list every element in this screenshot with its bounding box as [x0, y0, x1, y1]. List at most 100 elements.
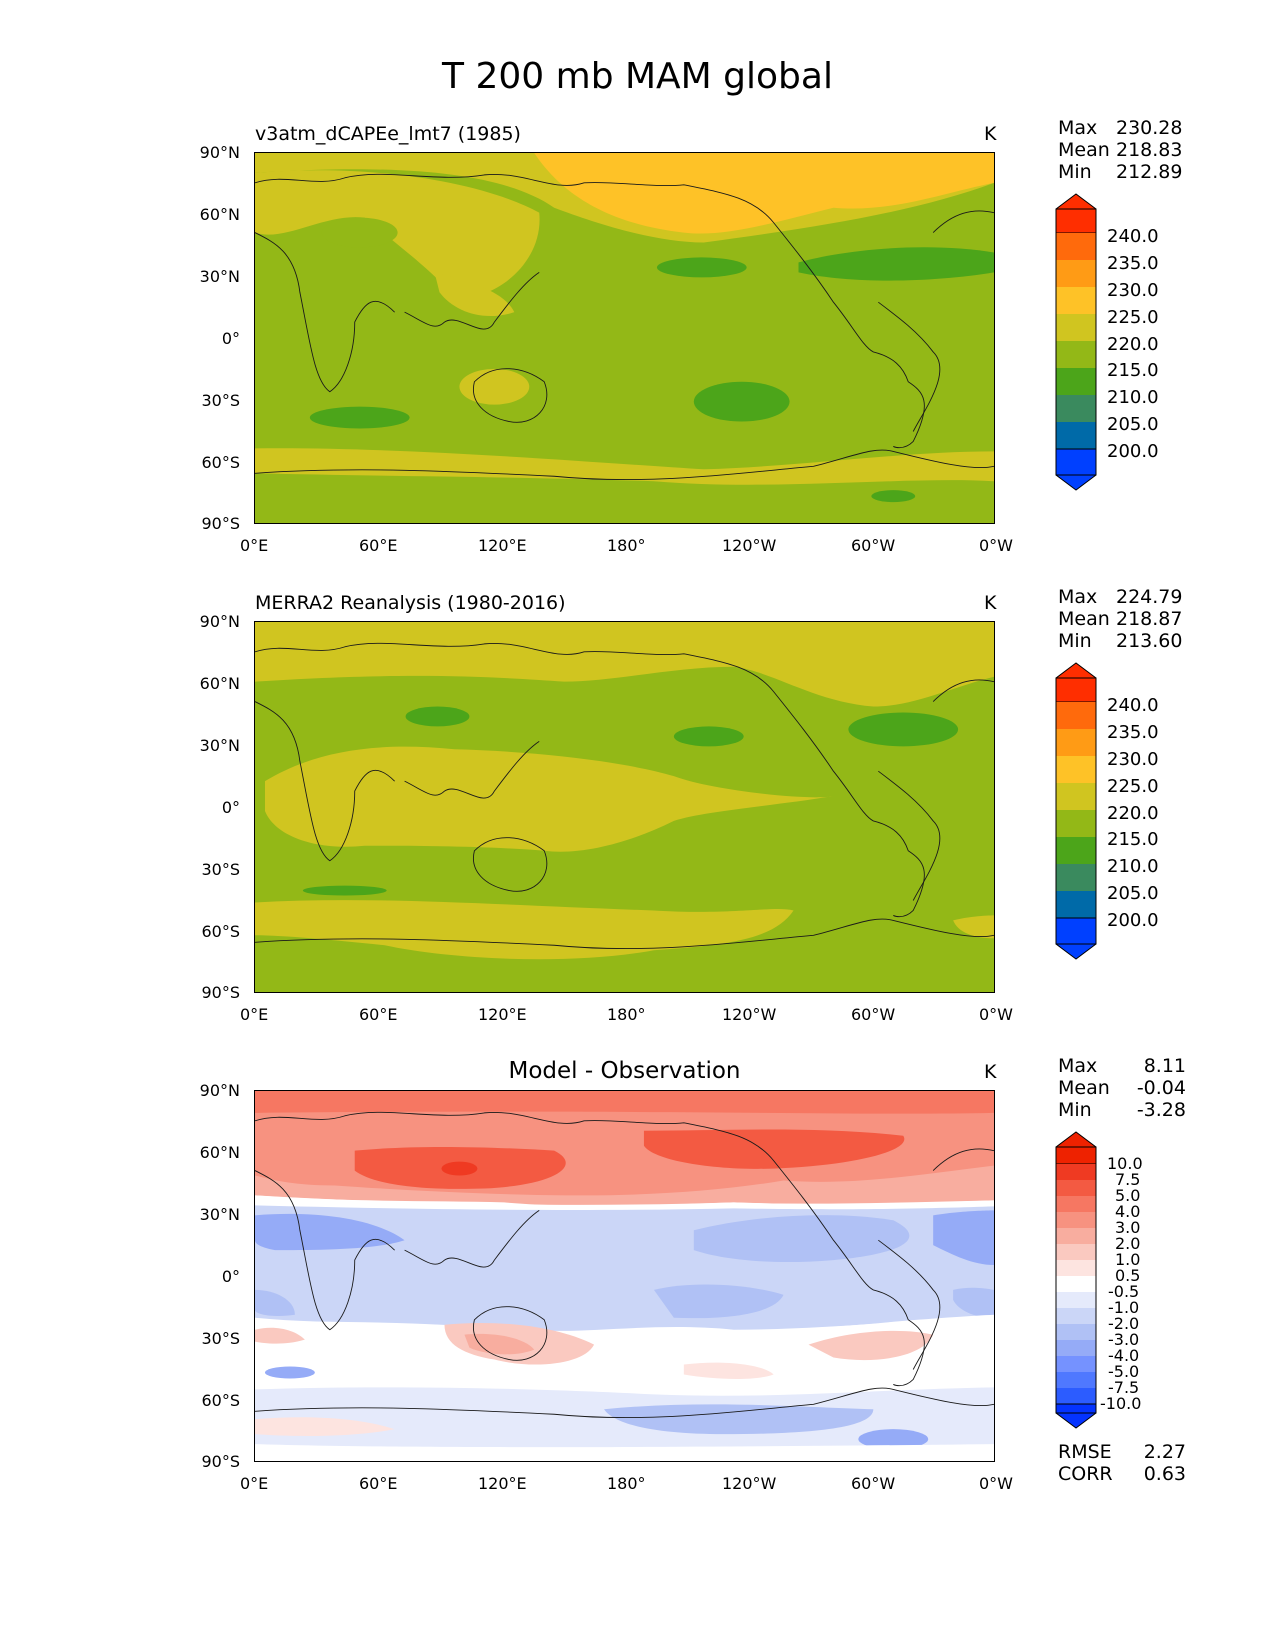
colorbar-label: -10.0 — [1100, 1394, 1142, 1413]
lon-tick-label: 180° — [607, 1474, 646, 1493]
lon-tick-label: 60°E — [359, 1005, 398, 1024]
stat-label: Max — [1058, 117, 1098, 139]
colorbar-label: 210.0 — [1107, 856, 1159, 877]
colorbar-label: 240.0 — [1107, 226, 1159, 247]
colorbar-label: 220.0 — [1107, 803, 1159, 824]
colorbar — [1055, 662, 1097, 960]
lat-tick-label: 0° — [221, 798, 240, 817]
colorbar-label: -1.0 — [1108, 1298, 1140, 1317]
metric-value: 0.63 — [1143, 1463, 1186, 1485]
colorbar — [1055, 1131, 1097, 1429]
colorbar-label: 225.0 — [1107, 307, 1159, 328]
lon-tick-label: 0°E — [240, 1474, 269, 1493]
difference-field — [255, 1091, 994, 1461]
lat-tick-label: 60°N — [199, 205, 240, 224]
colorbar-label: -3.0 — [1108, 1330, 1140, 1349]
colorbar-label: 235.0 — [1107, 722, 1159, 743]
colorbar — [1055, 193, 1097, 491]
lon-tick-label: 60°W — [851, 536, 896, 555]
units-label: K — [984, 592, 997, 614]
stats-box: Max 230.28 Mean 218.83 Min 212.89 — [1058, 117, 1186, 183]
stat-value: 218.83 — [1116, 139, 1183, 161]
colorbar-label: 210.0 — [1107, 387, 1159, 408]
colorbar-label: 200.0 — [1107, 910, 1159, 931]
colorbar-label: -7.5 — [1108, 1378, 1140, 1397]
lon-tick-label: 120°E — [478, 1005, 527, 1024]
lat-tick-label: 30°N — [199, 736, 240, 755]
lon-tick-label: 120°W — [722, 536, 777, 555]
lon-tick-label: 60°E — [359, 536, 398, 555]
stat-value: -3.28 — [1136, 1099, 1186, 1121]
stat-value: -0.04 — [1136, 1077, 1186, 1099]
lat-tick-label: 0° — [221, 1267, 240, 1286]
lon-tick-label: 120°W — [722, 1005, 777, 1024]
stat-value: 218.87 — [1116, 608, 1183, 630]
lat-tick-label: 0° — [221, 329, 240, 348]
lat-tick-label: 90°S — [201, 1452, 240, 1471]
lon-tick-label: 60°W — [851, 1005, 896, 1024]
temperature-field — [255, 153, 994, 523]
colorbar-label: 240.0 — [1107, 695, 1159, 716]
lat-tick-label: 90°N — [199, 1081, 240, 1100]
colorbar-label: -0.5 — [1108, 1282, 1140, 1301]
map-difference — [254, 1090, 995, 1462]
colorbar-label: 2.0 — [1115, 1234, 1141, 1253]
colorbar-label: 225.0 — [1107, 776, 1159, 797]
map-observation — [254, 621, 995, 993]
colorbar-label: -2.0 — [1108, 1314, 1140, 1333]
colorbar-label: 4.0 — [1115, 1202, 1141, 1221]
stat-value: 8.11 — [1143, 1055, 1186, 1077]
colorbar-label: 205.0 — [1107, 414, 1159, 435]
stat-label: Mean — [1058, 1077, 1110, 1099]
stat-label: Min — [1058, 1099, 1092, 1121]
stat-label: Max — [1058, 1055, 1098, 1077]
stat-label: Min — [1058, 630, 1092, 652]
colorbar-label: 230.0 — [1107, 280, 1159, 301]
temperature-field — [255, 622, 994, 992]
colorbar-label: 1.0 — [1115, 1250, 1141, 1269]
lon-tick-label: 0°W — [979, 536, 1013, 555]
lat-tick-label: 30°S — [201, 860, 240, 879]
colorbar-label: 10.0 — [1107, 1154, 1143, 1173]
lon-tick-label: 0°E — [240, 1005, 269, 1024]
lat-tick-label: 90°S — [201, 983, 240, 1002]
lon-tick-label: 120°E — [478, 1474, 527, 1493]
lat-tick-label: 60°N — [199, 1143, 240, 1162]
units-label: K — [984, 123, 997, 145]
stat-label: Mean — [1058, 139, 1110, 161]
lon-tick-label: 60°W — [851, 1474, 896, 1493]
colorbar-label: 220.0 — [1107, 334, 1159, 355]
colorbar-label: 215.0 — [1107, 829, 1159, 850]
stat-value: 230.28 — [1116, 117, 1183, 139]
metric-value: 2.27 — [1143, 1441, 1186, 1463]
metric-label: RMSE — [1058, 1441, 1112, 1463]
lon-tick-label: 0°E — [240, 536, 269, 555]
stat-value: 224.79 — [1116, 586, 1183, 608]
lat-tick-label: 60°N — [199, 674, 240, 693]
colorbar-label: -5.0 — [1108, 1362, 1140, 1381]
lon-tick-label: 120°E — [478, 536, 527, 555]
stat-label: Mean — [1058, 608, 1110, 630]
colorbar-label: 0.5 — [1115, 1266, 1141, 1285]
colorbar-label: 3.0 — [1115, 1218, 1141, 1237]
colorbar-label: 230.0 — [1107, 749, 1159, 770]
lat-tick-label: 60°S — [201, 1391, 240, 1410]
lon-tick-label: 120°W — [722, 1474, 777, 1493]
panel-title: MERRA2 Reanalysis (1980-2016) — [255, 592, 566, 614]
lon-tick-label: 180° — [607, 536, 646, 555]
lat-tick-label: 30°S — [201, 391, 240, 410]
stat-label: Max — [1058, 586, 1098, 608]
lat-tick-label: 30°N — [199, 1205, 240, 1224]
lon-tick-label: 60°E — [359, 1474, 398, 1493]
units-label: K — [984, 1061, 997, 1083]
figure-title: T 200 mb MAM global — [442, 56, 833, 97]
lat-tick-label: 60°S — [201, 922, 240, 941]
panel-title: Model - Observation — [508, 1058, 741, 1084]
coastlines — [255, 1111, 994, 1419]
lon-tick-label: 180° — [607, 1005, 646, 1024]
metrics-box: RMSE 2.27 CORR 0.63 — [1058, 1441, 1186, 1485]
colorbar-label: -4.0 — [1108, 1346, 1140, 1365]
lat-tick-label: 90°N — [199, 143, 240, 162]
lon-tick-label: 0°W — [979, 1474, 1013, 1493]
lat-tick-label: 60°S — [201, 453, 240, 472]
